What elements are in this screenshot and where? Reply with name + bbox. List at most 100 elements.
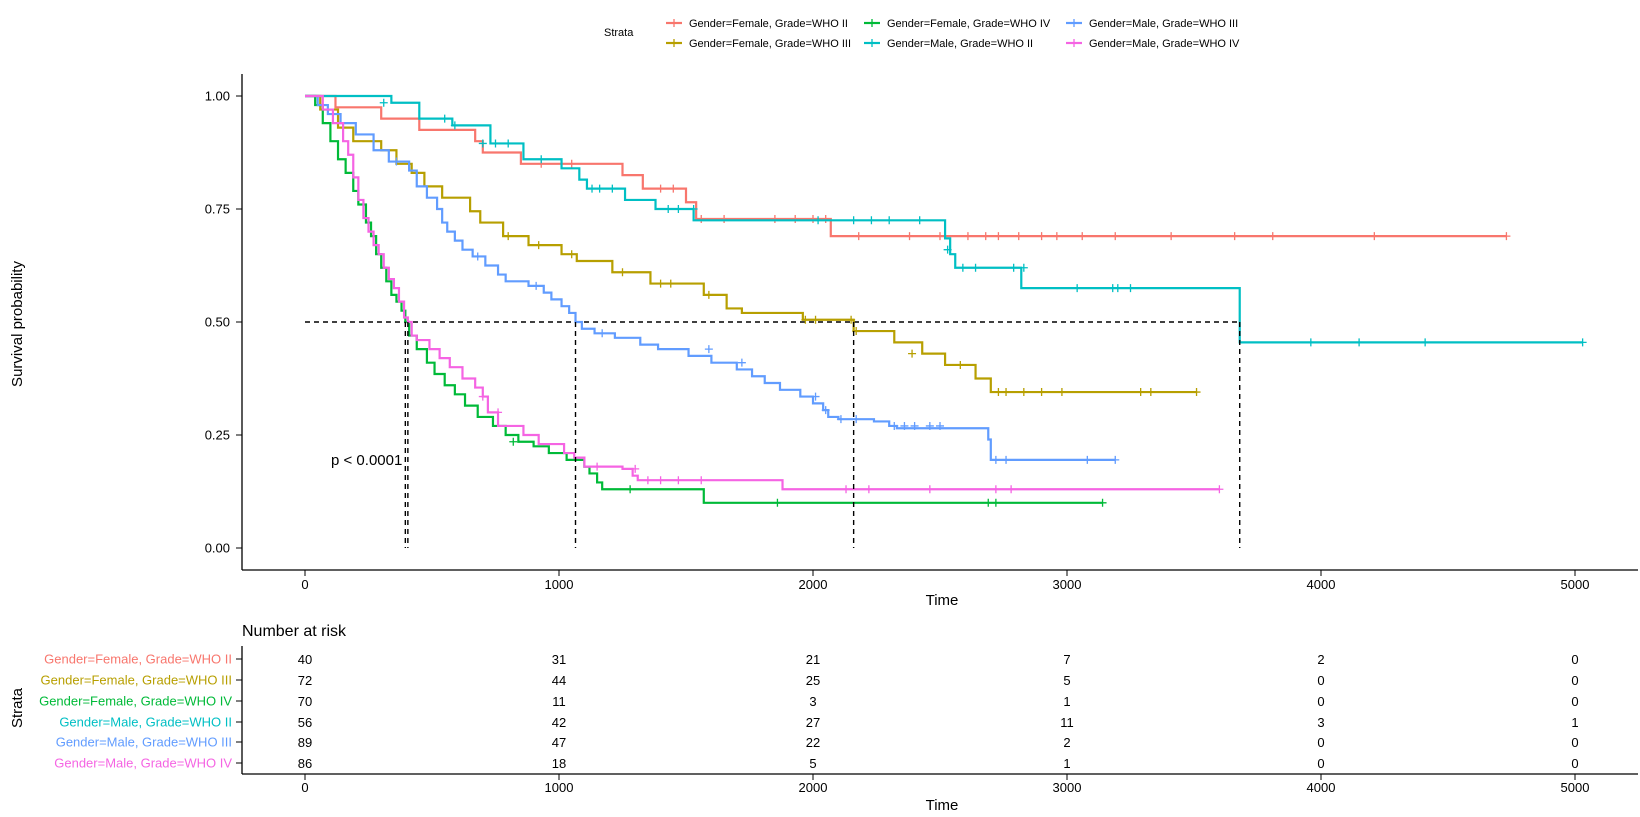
- legend-key-cross: [868, 39, 876, 47]
- censor-mark: [1007, 485, 1016, 494]
- risk-count: 56: [298, 715, 312, 730]
- censor-mark: [697, 476, 706, 485]
- censor-mark: [1192, 388, 1201, 397]
- censor-mark: [811, 392, 820, 401]
- censor-mark: [1111, 455, 1120, 464]
- risk-x-tick-label: 4000: [1307, 780, 1336, 795]
- censor-mark: [821, 214, 830, 223]
- censor-mark: [567, 250, 576, 259]
- risk-x-tick-label: 1000: [545, 780, 574, 795]
- censor-mark: [704, 345, 713, 354]
- risk-x-tick-label: 5000: [1561, 780, 1590, 795]
- x-tick-label: 4000: [1307, 577, 1336, 592]
- censor-mark: [593, 462, 602, 471]
- censor-mark: [971, 263, 980, 272]
- censor-mark: [864, 485, 873, 494]
- censor-mark: [936, 232, 944, 241]
- legend-key-cross: [670, 19, 678, 27]
- censor-mark: [809, 214, 817, 223]
- censor-mark: [1052, 232, 1061, 241]
- censor-mark: [656, 279, 665, 288]
- censor-mark: [598, 329, 607, 338]
- censor-mark: [1230, 232, 1239, 241]
- censor-mark: [737, 358, 746, 367]
- censor-mark: [674, 476, 683, 485]
- censor-mark: [956, 360, 965, 369]
- censor-mark: [1019, 263, 1028, 272]
- risk-table: Number at risk Strata Time Gender=Female…: [9, 623, 1638, 814]
- risk-count: 1: [1063, 756, 1070, 771]
- legend-entry-label: Gender=Female, Grade=WHO IV: [887, 18, 1051, 30]
- censor-mark: [532, 281, 541, 290]
- censor-mark: [450, 121, 459, 130]
- censor-mark: [814, 216, 823, 225]
- risk-count: 11: [1060, 715, 1074, 730]
- censor-mark: [666, 279, 675, 288]
- risk-count: 0: [1317, 694, 1324, 709]
- censor-mark: [1126, 284, 1135, 293]
- censor-mark: [534, 241, 543, 250]
- censor-mark: [791, 214, 800, 223]
- censor-mark: [908, 349, 917, 358]
- censor-mark: [1037, 232, 1046, 241]
- censor-mark: [890, 421, 899, 430]
- censor-mark: [852, 415, 861, 424]
- y-tick-label: 0.75: [205, 202, 230, 217]
- risk-count: 7: [1063, 652, 1070, 667]
- censor-mark: [981, 232, 990, 241]
- censor-mark: [595, 184, 604, 193]
- risk-count: 0: [1317, 673, 1324, 688]
- censor-mark: [991, 498, 1000, 507]
- risk-count: 72: [298, 673, 312, 688]
- censor-mark: [1057, 388, 1066, 397]
- risk-count: 0: [1571, 652, 1578, 667]
- censor-mark: [915, 216, 924, 225]
- censor-mark: [631, 464, 640, 473]
- censor-mark: [925, 485, 934, 494]
- censor-mark: [801, 315, 810, 324]
- risk-x-tick-label: 3000: [1053, 780, 1082, 795]
- y-tick-label: 0.50: [205, 315, 230, 330]
- censor-mark: [991, 455, 1000, 464]
- x-tick-label: 0: [301, 577, 308, 592]
- censor-mark: [664, 205, 673, 213]
- censor-mark: [478, 392, 487, 401]
- risk-table-y-title: Strata: [9, 687, 26, 728]
- risk-count: 47: [552, 735, 566, 750]
- censor-mark: [494, 408, 503, 417]
- risk-count: 3: [1317, 715, 1324, 730]
- censor-mark: [936, 421, 944, 430]
- censor-mark: [504, 232, 513, 241]
- censor-mark: [473, 252, 482, 261]
- risk-count: 21: [806, 652, 820, 667]
- risk-count: 0: [1317, 735, 1324, 750]
- censor-mark: [626, 485, 635, 494]
- risk-row-label: Gender=Female, Grade=WHO III: [41, 673, 232, 688]
- censor-mark: [537, 155, 546, 164]
- censor-mark: [689, 205, 698, 213]
- risk-count: 86: [298, 756, 312, 771]
- censor-mark: [1019, 388, 1028, 397]
- risk-count: 31: [552, 652, 566, 667]
- censor-mark: [491, 139, 500, 148]
- legend-title: Strata: [604, 27, 634, 39]
- risk-row-label: Gender=Female, Grade=WHO IV: [39, 694, 232, 709]
- legend-entry-label: Gender=Male, Grade=WHO II: [887, 38, 1033, 50]
- censor-mark: [991, 485, 1000, 494]
- censor-mark: [1215, 485, 1224, 494]
- survival-curve: [305, 94, 1103, 504]
- censor-mark: [704, 290, 713, 299]
- survival-curve: [305, 94, 1507, 238]
- x-tick-label: 2000: [799, 577, 828, 592]
- legend-entry-label: Gender=Male, Grade=WHO IV: [1089, 38, 1240, 50]
- censor-mark: [504, 139, 513, 148]
- censor-mark: [697, 214, 706, 223]
- risk-table-title: Number at risk: [242, 623, 347, 640]
- censor-mark: [925, 421, 934, 430]
- risk-count: 2: [1063, 735, 1070, 750]
- risk-count: 44: [552, 673, 566, 688]
- censor-mark: [1073, 284, 1082, 293]
- censor-mark: [900, 421, 909, 430]
- risk-count: 25: [806, 673, 820, 688]
